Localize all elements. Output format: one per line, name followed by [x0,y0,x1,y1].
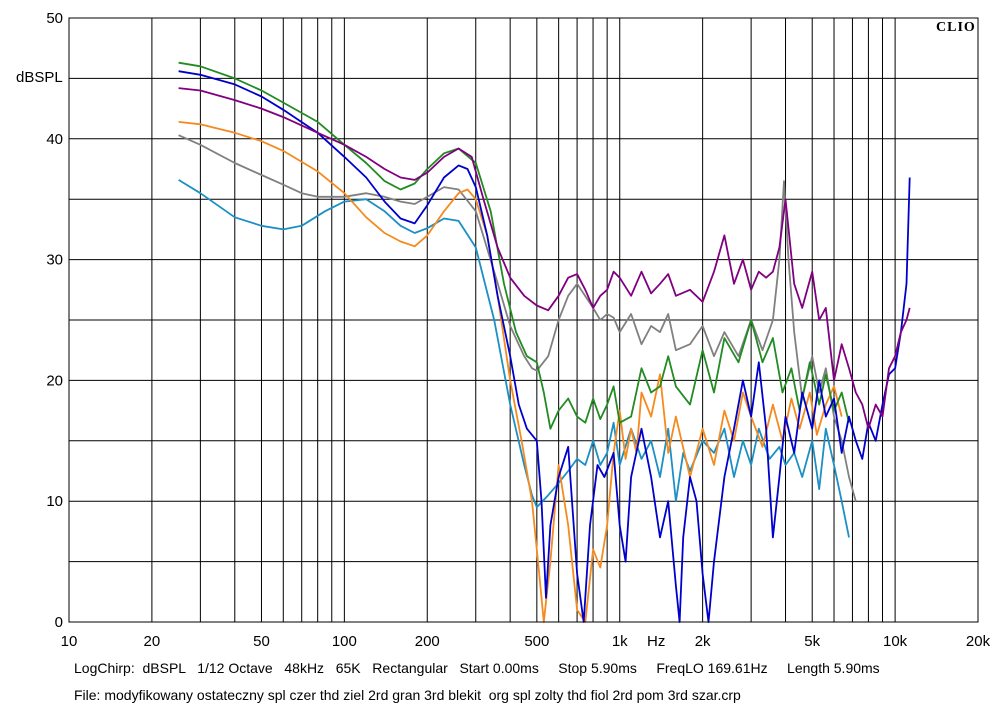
series-line-6 [178,87,911,430]
x-tick-label: 2k [695,633,711,650]
y-tick-label: 20 [46,372,63,389]
x-tick-label: 200 [415,633,440,650]
y-tick-label: 50 [46,10,63,27]
x-tick-label: 50 [253,633,270,650]
y-tick-label: 40 [46,131,63,148]
series-line-2 [178,134,857,502]
x-tick-label: 100 [332,633,357,650]
series-line-5 [178,70,911,623]
measurement-info: LogChirp: dBSPL 1/12 Octave 48kHz 65K Re… [74,660,880,676]
frequency-response-chart: 10 20 50 100 200 500 1k 2k 5k 10k 20k 01020304050 … [16,10,991,650]
x-tick-label: 20k [966,633,991,650]
y-tick-label: 10 [46,493,63,510]
grid [69,18,978,622]
plot-frame [68,17,979,623]
file-name: File: modyfikowany ostateczny spl czer t… [74,687,741,703]
x-tick-label: 20 [144,633,161,650]
x-tick-label: 10 [61,633,78,650]
x-tick-label: 10k [883,633,908,650]
series-line-1 [178,179,850,538]
x-tick-label: 500 [524,633,549,650]
x-axis-label: Hz [647,633,665,650]
x-tick-labels: 10 20 50 100 200 500 1k 2k 5k 10k 20k [61,633,991,650]
series-group [178,61,911,623]
x-tick-label: 5k [804,633,820,650]
y-tick-label: 30 [46,252,63,269]
y-tick-labels: 0 10 20 30 40 50 [46,10,63,631]
y-tick-label: 0 [55,614,63,631]
series-line-4 [178,61,850,430]
y-axis-label: dBSPL [16,69,63,86]
brand-logo: CLIO [936,20,976,35]
x-tick-label: 1k [612,633,628,650]
series-line-3 [178,121,843,623]
